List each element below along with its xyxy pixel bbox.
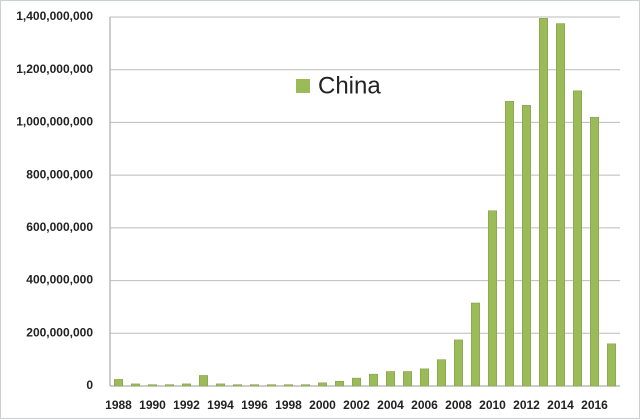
bar [199, 375, 208, 387]
bar [590, 116, 599, 387]
bar [114, 379, 123, 387]
bar [539, 18, 548, 387]
bar [386, 371, 395, 387]
x-tick-label: 2014 [547, 398, 574, 412]
x-tick-label: 1996 [241, 398, 268, 412]
bar [148, 384, 157, 387]
bar [437, 359, 446, 387]
bar [352, 377, 361, 387]
x-tick-label: 1990 [139, 398, 166, 412]
bar [454, 339, 463, 387]
x-tick-label: 2016 [581, 398, 608, 412]
bar [216, 383, 225, 387]
y-tick-label: 400,000,000 [26, 273, 93, 287]
bar [267, 384, 276, 387]
bar [573, 90, 582, 387]
bar [403, 371, 412, 387]
bar [488, 210, 497, 387]
x-tick-label: 2004 [377, 398, 404, 412]
bar [250, 384, 259, 387]
y-tick-label: 1,200,000,000 [16, 62, 93, 76]
x-tick-label: 2000 [309, 398, 336, 412]
x-tick-label: 2006 [411, 398, 438, 412]
bar [301, 384, 310, 387]
bar [233, 384, 242, 387]
bar [607, 343, 616, 387]
bar [335, 381, 344, 387]
y-tick-label: 0 [86, 378, 93, 392]
legend-label: China [318, 72, 381, 99]
x-tick-label: 2002 [343, 398, 370, 412]
bar [165, 384, 174, 387]
bar [420, 368, 429, 387]
bar [284, 384, 293, 387]
x-tick-label: 1992 [173, 398, 200, 412]
bar [369, 373, 378, 387]
x-tick-label: 2010 [479, 398, 506, 412]
bar [556, 23, 565, 387]
bar [505, 101, 514, 387]
bar [131, 383, 140, 387]
x-tick-label: 2012 [513, 398, 540, 412]
bar [318, 382, 327, 387]
bar [182, 383, 191, 387]
y-tick-label: 1,400,000,000 [16, 9, 93, 23]
bar [471, 302, 480, 387]
x-tick-label: 1998 [275, 398, 302, 412]
y-tick-label: 600,000,000 [26, 220, 93, 234]
x-tick-label: 2008 [445, 398, 472, 412]
y-tick-label: 1,000,000,000 [16, 115, 93, 129]
x-tick-label: 1994 [207, 398, 234, 412]
y-tick-label: 200,000,000 [26, 325, 93, 339]
y-tick-label: 800,000,000 [26, 167, 93, 181]
bar [522, 105, 531, 387]
legend-swatch [296, 79, 310, 93]
x-tick-label: 1988 [105, 398, 132, 412]
